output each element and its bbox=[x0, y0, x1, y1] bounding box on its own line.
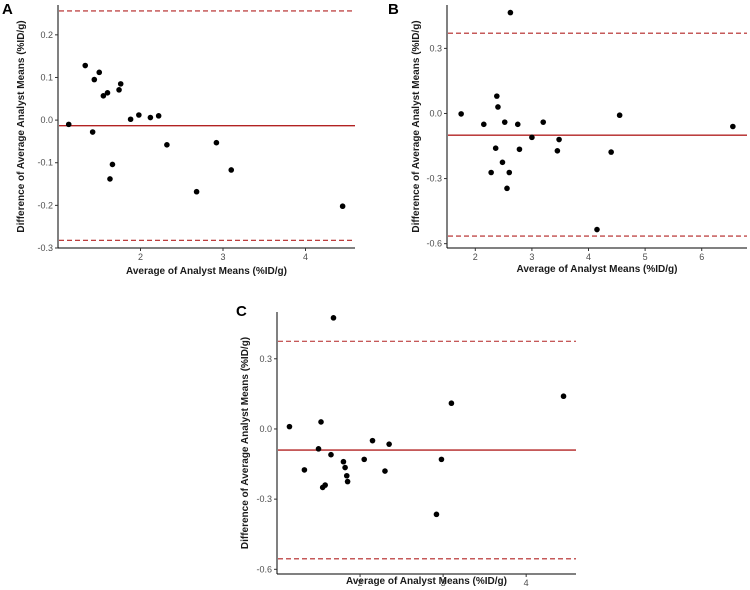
data-point-c-14 bbox=[369, 437, 376, 444]
y-tick-label-c: -0.6 bbox=[256, 564, 272, 574]
y-axis-title-b: Difference of Average Analyst Means (%ID… bbox=[411, 20, 422, 232]
data-point-a-10 bbox=[116, 87, 122, 93]
x-tick-label-a: 2 bbox=[138, 252, 143, 262]
data-point-b-14 bbox=[529, 134, 535, 141]
data-point-b-17 bbox=[556, 136, 562, 143]
y-tick-label-b: 0.3 bbox=[429, 43, 442, 53]
y-tick-label-a: -0.3 bbox=[37, 243, 53, 253]
y-axis-title-a: Difference of Average Analyst Means (%ID… bbox=[16, 20, 27, 232]
x-axis-title-a: Average of Analyst Means (%ID/g) bbox=[126, 266, 287, 277]
y-tick-label-b: -0.6 bbox=[426, 239, 442, 249]
data-point-c-3 bbox=[315, 446, 322, 452]
y-axis-title-c: Difference of Average Analyst Means (%ID… bbox=[240, 337, 251, 549]
data-point-b-4 bbox=[492, 145, 499, 151]
y-tick-label-c: 0.0 bbox=[259, 424, 272, 434]
data-point-a-11 bbox=[117, 81, 124, 87]
data-point-c-10 bbox=[342, 464, 348, 471]
data-point-c-11 bbox=[343, 472, 350, 479]
data-point-c-13 bbox=[361, 456, 368, 463]
x-tick-label-b: 4 bbox=[586, 252, 591, 262]
data-point-c-4 bbox=[318, 419, 324, 425]
x-tick-label-c: 3 bbox=[441, 578, 446, 588]
data-point-a-16 bbox=[164, 142, 170, 148]
data-point-b-1 bbox=[458, 111, 464, 117]
panel-c: C -0.6 -0.3 0.0 0.3 2 3 4 Average of Analyst Me… bbox=[236, 303, 576, 588]
data-point-c-8 bbox=[330, 315, 337, 321]
data-point-b-6 bbox=[495, 104, 501, 110]
data-point-a-9 bbox=[109, 161, 116, 168]
data-point-c-18 bbox=[438, 456, 445, 463]
x-axis-title-c: Average of Analyst Means (%ID/g) bbox=[346, 576, 507, 587]
data-point-a-8 bbox=[107, 176, 113, 182]
y-tick-label-a: -0.1 bbox=[37, 158, 53, 168]
y-tick-label-b: -0.3 bbox=[426, 174, 442, 184]
y-tick-label-a: 0.1 bbox=[40, 72, 53, 82]
y-tick-label-a: 0.2 bbox=[40, 30, 53, 40]
y-tick-label-c: -0.3 bbox=[256, 494, 272, 504]
data-point-b-8 bbox=[501, 119, 508, 125]
data-point-a-7 bbox=[104, 90, 111, 96]
x-tick-label-b: 5 bbox=[643, 252, 648, 262]
data-point-b-5 bbox=[494, 93, 500, 99]
data-point-c-12 bbox=[344, 478, 351, 485]
data-point-c-15 bbox=[382, 468, 388, 474]
data-point-a-18 bbox=[213, 139, 220, 146]
data-point-a-17 bbox=[193, 188, 200, 195]
data-point-b-7 bbox=[499, 159, 506, 166]
panel-letter-c: C bbox=[236, 303, 247, 320]
data-point-b-20 bbox=[616, 112, 623, 119]
x-tick-label-b: 6 bbox=[699, 252, 704, 262]
panel-a: A -0.3 -0.2 -0.1 0.0 0.1 0.2 2 3 4 Average of Ana… bbox=[2, 1, 355, 277]
data-point-a-5 bbox=[96, 69, 103, 76]
data-point-b-10 bbox=[506, 169, 513, 176]
data-point-c-20 bbox=[560, 393, 567, 400]
data-point-b-19 bbox=[608, 149, 614, 155]
data-point-c-16 bbox=[386, 441, 392, 447]
x-tick-label-c: 2 bbox=[358, 578, 363, 588]
data-point-a-19 bbox=[228, 167, 235, 173]
data-point-b-21 bbox=[730, 123, 736, 130]
data-point-b-9 bbox=[504, 185, 510, 192]
data-point-c-9 bbox=[340, 458, 347, 465]
data-point-a-13 bbox=[136, 112, 142, 118]
x-tick-label-c: 4 bbox=[524, 578, 529, 588]
data-point-c-7 bbox=[328, 451, 334, 458]
data-point-a-14 bbox=[147, 114, 154, 121]
y-tick-label-a: 0.0 bbox=[40, 115, 53, 125]
data-point-b-3 bbox=[488, 169, 494, 176]
x-tick-label-a: 4 bbox=[303, 252, 308, 262]
data-point-a-20 bbox=[339, 203, 346, 210]
data-point-a-15 bbox=[155, 113, 162, 119]
data-point-b-13 bbox=[516, 146, 523, 153]
x-axis-title-b: Average of Analyst Means (%ID/g) bbox=[517, 264, 678, 275]
data-point-c-17 bbox=[433, 511, 440, 518]
y-tick-label-a: -0.2 bbox=[37, 200, 53, 210]
x-tick-label-b: 2 bbox=[473, 252, 478, 262]
data-point-b-16 bbox=[554, 148, 561, 154]
y-tick-label-b: 0.0 bbox=[429, 108, 442, 118]
data-point-b-15 bbox=[540, 119, 547, 125]
data-point-a-3 bbox=[89, 129, 96, 135]
y-tick-label-c: 0.3 bbox=[259, 354, 272, 364]
data-point-b-11 bbox=[507, 9, 514, 16]
data-point-b-12 bbox=[514, 121, 521, 128]
data-point-a-2 bbox=[82, 62, 89, 69]
data-point-c-6 bbox=[322, 482, 328, 488]
panel-letter-b: B bbox=[388, 1, 399, 18]
x-tick-label-b: 3 bbox=[529, 252, 534, 262]
data-point-a-6 bbox=[100, 93, 107, 99]
data-point-c-2 bbox=[301, 467, 308, 473]
data-point-c-19 bbox=[448, 400, 455, 407]
data-point-b-2 bbox=[480, 121, 487, 128]
data-point-c-1 bbox=[286, 423, 293, 430]
data-point-b-18 bbox=[594, 226, 600, 233]
x-tick-label-a: 3 bbox=[220, 252, 225, 262]
data-point-a-1 bbox=[65, 121, 72, 128]
data-point-a-4 bbox=[91, 76, 98, 83]
panel-letter-a: A bbox=[2, 1, 13, 18]
data-point-a-12 bbox=[127, 116, 134, 123]
panel-b: B -0.6 -0.3 0.0 0.3 2 3 4 5 6 Average of Analyst … bbox=[388, 1, 747, 275]
